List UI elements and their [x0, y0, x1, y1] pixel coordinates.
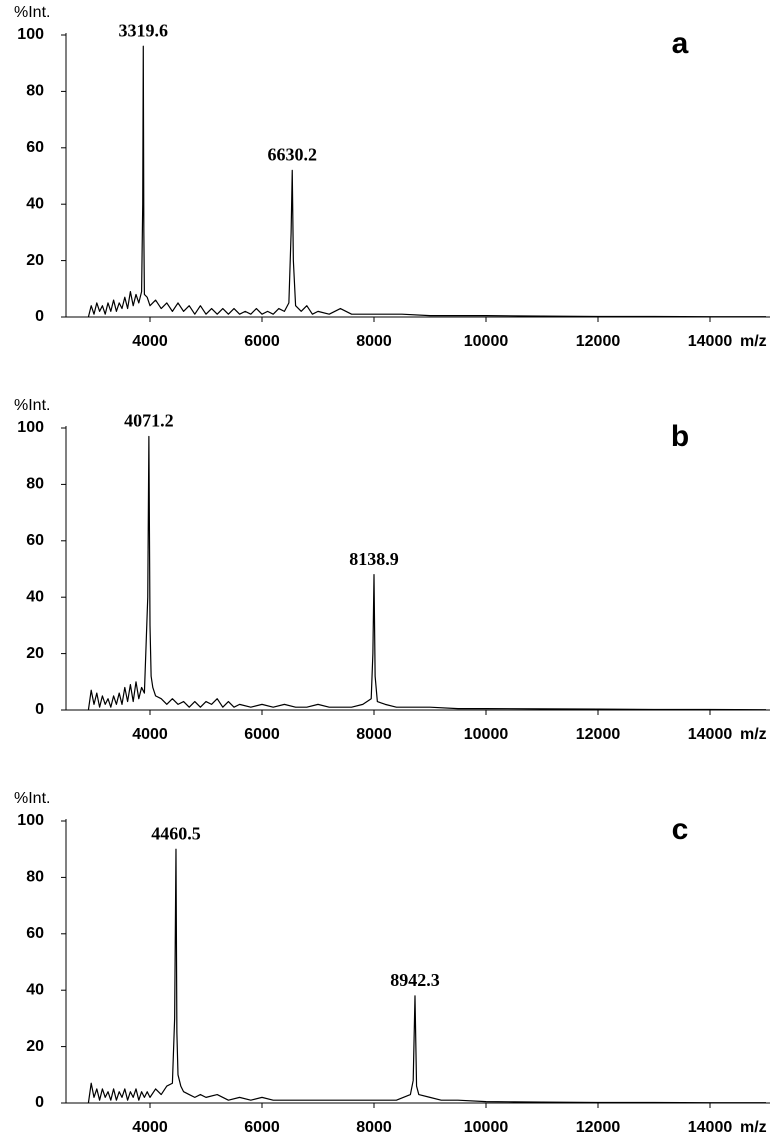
y-tick-label: 60: [26, 532, 44, 549]
panel-label: a: [672, 27, 689, 60]
y-tick-label: 20: [26, 645, 44, 662]
x-tick-label: 14000: [688, 1119, 733, 1136]
y-axis-label: %Int.: [14, 790, 50, 807]
y-tick-label: 0: [35, 308, 44, 325]
x-tick-label: 4000: [132, 726, 168, 743]
x-tick-label: 12000: [576, 333, 621, 350]
x-axis-label: m/z: [740, 1119, 767, 1136]
panel-label: c: [672, 813, 689, 846]
x-axis-label: m/z: [740, 333, 767, 350]
y-tick-label: 40: [26, 588, 44, 605]
x-tick-label: 10000: [464, 1119, 509, 1136]
x-tick-label: 14000: [688, 726, 733, 743]
x-axis-label: m/z: [740, 726, 767, 743]
spectrum-line: [87, 848, 766, 1104]
y-tick-label: 40: [26, 195, 44, 212]
x-tick-label: 12000: [576, 1119, 621, 1136]
panel-label: b: [671, 420, 689, 453]
peak-label: 8138.9: [349, 549, 399, 569]
y-tick-label: 80: [26, 83, 44, 100]
y-tick-label: 100: [17, 812, 44, 829]
y-tick-label: 0: [35, 701, 44, 718]
x-tick-label: 6000: [244, 333, 280, 350]
y-tick-label: 40: [26, 981, 44, 998]
x-tick-label: 10000: [464, 726, 509, 743]
y-tick-label: 80: [26, 476, 44, 493]
peak-label: 4460.5: [151, 823, 201, 843]
x-tick-label: 12000: [576, 726, 621, 743]
y-tick-label: 60: [26, 139, 44, 156]
peak-label: 3319.6: [119, 20, 169, 40]
spectrum-line: [87, 45, 766, 318]
x-tick-label: 6000: [244, 726, 280, 743]
y-tick-label: 100: [17, 419, 44, 436]
peak-label: 6630.2: [267, 144, 317, 164]
y-tick-label: 20: [26, 252, 44, 269]
x-tick-label: 14000: [688, 333, 733, 350]
y-tick-label: 80: [26, 869, 44, 886]
x-tick-label: 8000: [356, 333, 392, 350]
x-tick-label: 4000: [132, 333, 168, 350]
y-axis-label: %Int.: [14, 4, 50, 21]
x-tick-label: 10000: [464, 333, 509, 350]
y-tick-label: 100: [17, 26, 44, 43]
x-tick-label: 6000: [244, 1119, 280, 1136]
y-tick-label: 0: [35, 1094, 44, 1111]
y-tick-label: 60: [26, 925, 44, 942]
x-tick-label: 8000: [356, 726, 392, 743]
peak-label: 4071.2: [124, 411, 174, 431]
spectrum-line: [87, 435, 767, 711]
peak-label: 8942.3: [390, 970, 440, 990]
x-tick-label: 8000: [356, 1119, 392, 1136]
y-tick-label: 20: [26, 1038, 44, 1055]
y-axis-label: %Int.: [14, 397, 50, 414]
x-tick-label: 4000: [132, 1119, 168, 1136]
